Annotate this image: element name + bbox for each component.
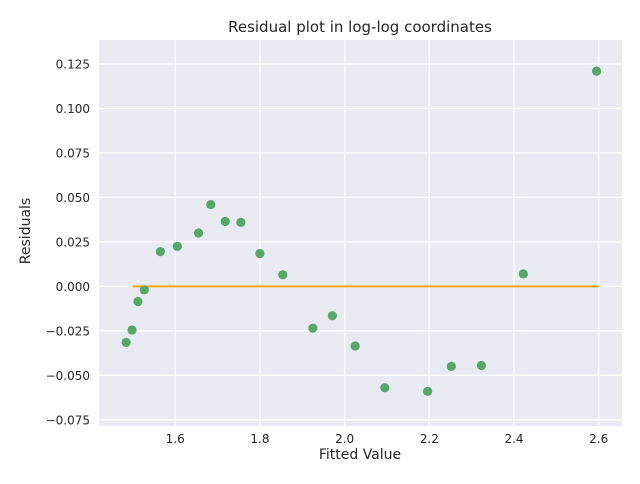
x-tick-label: 2.2: [420, 432, 439, 446]
x-tick-label: 1.8: [250, 432, 269, 446]
residual-point: [327, 311, 337, 321]
series-layer: [121, 66, 602, 396]
y-tick-label: 0.100: [56, 102, 90, 116]
x-tick-label: 1.6: [166, 432, 185, 446]
x-gridlines: [174, 40, 600, 426]
residual-point: [236, 217, 246, 227]
y-tick-label: −0.025: [46, 324, 90, 338]
chart-title: Residual plot in log-log coordinates: [228, 18, 492, 36]
y-tick-label: −0.050: [46, 369, 90, 383]
y-tick-labels: −0.075 −0.050 −0.025 0.000 0.025 0.050 0.075 0.…: [46, 58, 90, 428]
residual-point: [121, 337, 131, 347]
y-tick-label: 0.050: [56, 191, 90, 205]
residual-point: [423, 386, 433, 396]
residual-point: [155, 247, 166, 257]
residual-point: [127, 325, 137, 335]
y-tick-label: 0.000: [56, 280, 90, 294]
y-tick-label: 0.125: [56, 58, 90, 72]
x-tick-label: 2.6: [589, 432, 608, 446]
residual-point: [380, 383, 390, 393]
x-tick-label: 2.0: [335, 432, 354, 446]
residual-point: [518, 269, 528, 279]
residual-point: [206, 199, 216, 210]
residual-point: [278, 270, 288, 280]
x-axis-label: Fitted Value: [319, 447, 401, 463]
plot-area: [99, 40, 622, 426]
residual-point: [220, 216, 230, 227]
y-tick-label: 0.025: [56, 235, 90, 249]
residual-point: [193, 228, 204, 238]
y-axis-label: Residuals: [18, 198, 34, 264]
y-tick-label: 0.075: [56, 146, 90, 160]
x-tick-labels: 1.6 1.8 2.0 2.2 2.4 2.6: [166, 432, 609, 446]
residual-point: [308, 323, 318, 333]
residual-point: [446, 361, 456, 372]
residual-point: [476, 360, 487, 371]
residual-point: [133, 296, 143, 307]
x-tick-label: 2.4: [504, 432, 523, 446]
y-tick-label: −0.075: [46, 413, 90, 427]
residual-point: [172, 241, 182, 251]
residual-point: [350, 341, 360, 351]
residual-point: [139, 285, 149, 295]
residual-point: [255, 248, 265, 259]
residual-point: [591, 66, 602, 76]
